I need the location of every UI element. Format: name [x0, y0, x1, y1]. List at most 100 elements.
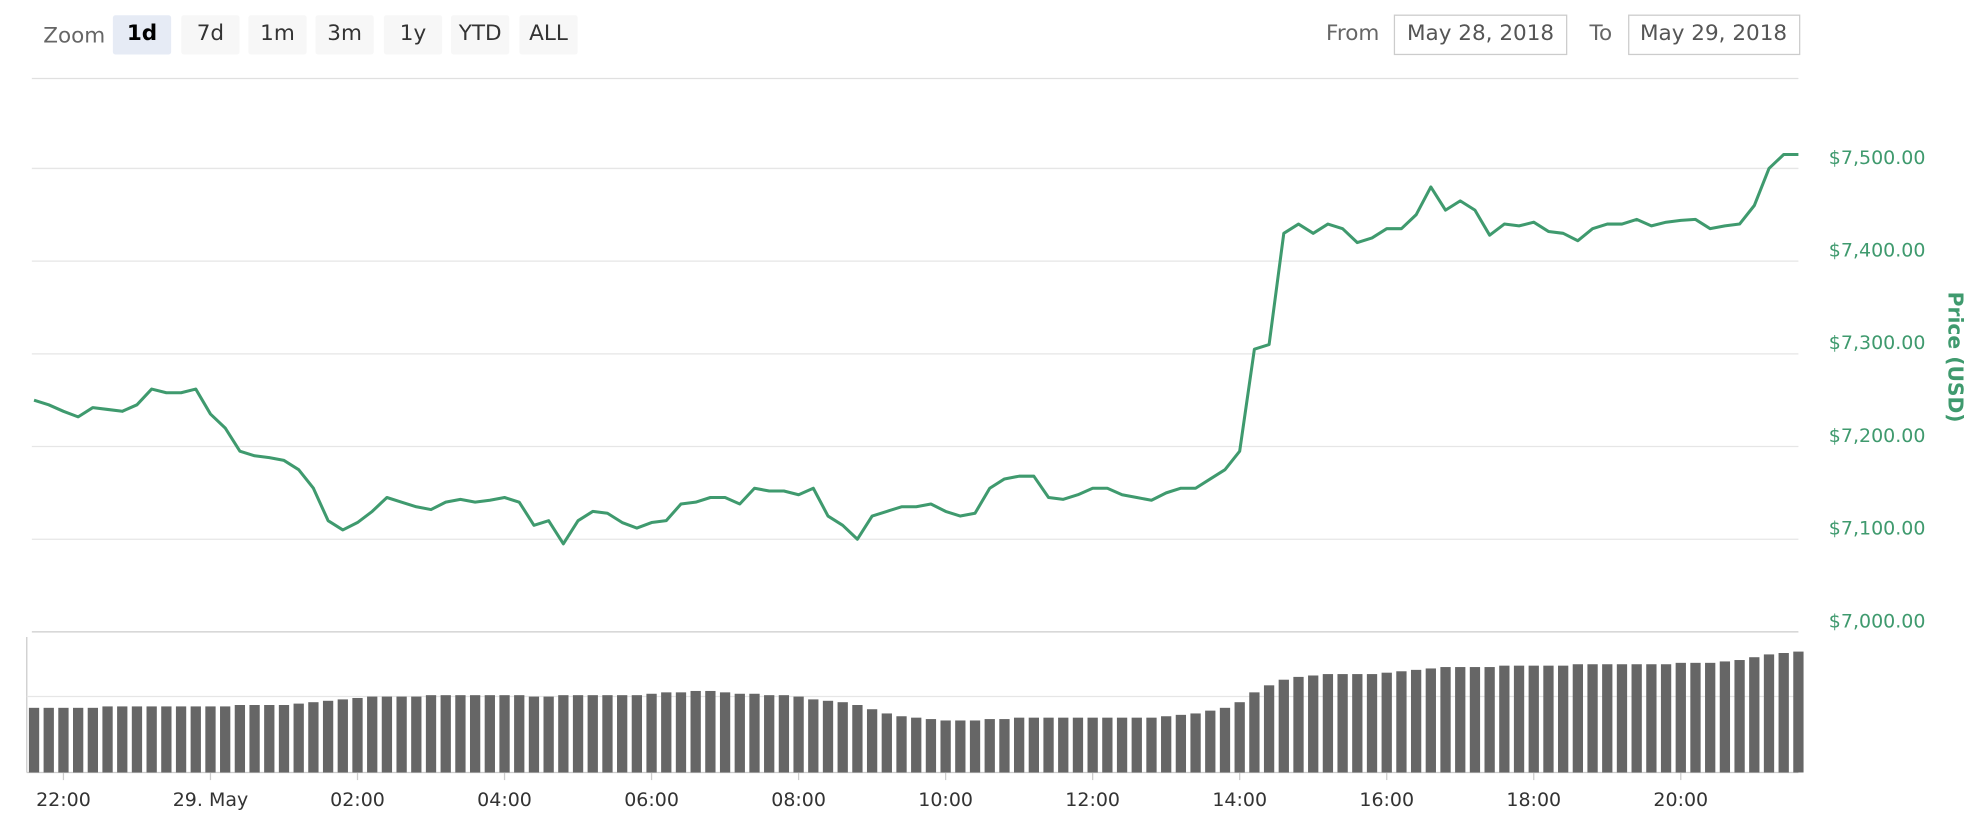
x-tick-label: 02:00 [330, 789, 385, 811]
volume-bar [1293, 676, 1304, 773]
volume-bar [911, 717, 922, 773]
x-tick-label: 29. May [173, 789, 248, 811]
y-tick-label: $7,400.00 [1829, 239, 1926, 261]
zoom-button-label[interactable]: YTD [458, 21, 502, 46]
zoom-button[interactable] [248, 15, 307, 55]
to-input[interactable] [1628, 14, 1801, 56]
volume-bar [117, 706, 128, 773]
volume-bar [528, 696, 540, 773]
volume-bar [293, 703, 304, 773]
volume-bar [852, 705, 863, 773]
volume-bar [1337, 674, 1348, 773]
volume-bar [1352, 674, 1363, 773]
volume-bar [1558, 665, 1569, 773]
volume-bar [264, 705, 275, 773]
volume-bar [72, 707, 84, 773]
volume-bar [1705, 662, 1716, 773]
to-date[interactable]: May 29, 2018 [1640, 21, 1787, 46]
volume-bar [1028, 717, 1039, 773]
price-line [33, 153, 1799, 546]
y-axis-title: Price (USD) [1944, 292, 1968, 423]
y-tick-label: $7,200.00 [1829, 425, 1926, 447]
volume-bar [661, 692, 672, 773]
x-tick-label: 20:00 [1653, 789, 1708, 811]
volume-bar [514, 695, 525, 773]
zoom-button-label[interactable]: 1m [260, 21, 295, 46]
volume-bar [249, 705, 260, 773]
volume-bar [1440, 667, 1451, 773]
volume-bar [352, 697, 363, 773]
volume-bar [1308, 675, 1319, 773]
x-tick-label: 04:00 [477, 789, 532, 811]
volume-bar [1366, 674, 1378, 773]
volume-bar [543, 696, 554, 773]
volume-bar [631, 695, 643, 773]
volume-bar [896, 716, 907, 773]
volume-bar [308, 702, 319, 773]
volume-bar [161, 706, 172, 773]
volume-bar [1660, 664, 1672, 773]
zoom-button[interactable] [450, 15, 510, 55]
volume-bar [690, 690, 701, 773]
y-tick-label: $7,300.00 [1829, 332, 1926, 354]
volume-bar [587, 695, 598, 773]
from-label: From [1326, 21, 1379, 46]
volume-bar [367, 696, 378, 773]
volume-bar [1484, 667, 1495, 773]
volume-bar [1572, 664, 1584, 773]
volume-bar [484, 695, 495, 773]
from-input[interactable] [1393, 14, 1568, 56]
volume-bar [1058, 717, 1069, 773]
zoom-button[interactable] [112, 15, 172, 55]
zoom-label: Zoom [43, 24, 105, 49]
volume-bar [572, 695, 584, 773]
volume-bar [1690, 662, 1701, 773]
zoom-button[interactable] [383, 15, 443, 55]
volume-bar [955, 720, 966, 773]
volume-bar [1013, 717, 1025, 773]
volume-bar [28, 707, 40, 773]
volume-bar [719, 692, 731, 773]
from-date[interactable]: May 28, 2018 [1407, 21, 1554, 46]
volume-bar [705, 690, 716, 773]
volume-bar [808, 699, 819, 773]
x-tick-label: 06:00 [624, 789, 679, 811]
volume-bar [1778, 652, 1789, 773]
volume-bar [499, 695, 510, 773]
to-label: To [1588, 21, 1612, 46]
x-tick-label: 14:00 [1212, 789, 1267, 811]
zoom-button-label[interactable]: 1y [400, 21, 427, 46]
zoom-button[interactable] [519, 15, 578, 55]
volume-bar [734, 693, 745, 773]
volume-bar [1263, 685, 1275, 773]
x-tick-label: 08:00 [771, 789, 826, 811]
volume-bar [1410, 669, 1422, 773]
zoom-button-label[interactable]: ALL [529, 21, 568, 46]
zoom-button-label[interactable]: 3m [327, 21, 362, 46]
volume-bar [440, 695, 451, 773]
volume-bar [1043, 717, 1054, 773]
volume-bar [411, 696, 422, 773]
zoom-button-label[interactable]: 7d [197, 21, 224, 46]
volume-bar [1587, 664, 1598, 773]
volume-bar [1455, 667, 1466, 773]
volume-bar [1131, 717, 1142, 773]
volume-bar [1499, 665, 1510, 773]
volume-bar [1396, 671, 1407, 773]
zoom-button[interactable] [181, 15, 240, 55]
volume-bar [822, 700, 834, 773]
volume-bar [999, 719, 1010, 773]
zoom-button[interactable] [315, 15, 374, 55]
volume-bar [866, 709, 878, 773]
volume-bar [1719, 661, 1731, 773]
y-tick-label: $7,500.00 [1829, 147, 1926, 169]
volume-bar [1631, 664, 1642, 773]
volume-bar [1102, 717, 1113, 773]
volume-bar [1072, 717, 1084, 773]
volume-bar [1116, 717, 1128, 773]
zoom-button-label[interactable]: 1d [127, 21, 157, 46]
volume-bar [1381, 672, 1392, 773]
volume-bar [837, 702, 848, 773]
volume-bar [1190, 713, 1201, 773]
volume-bar [1234, 702, 1245, 773]
